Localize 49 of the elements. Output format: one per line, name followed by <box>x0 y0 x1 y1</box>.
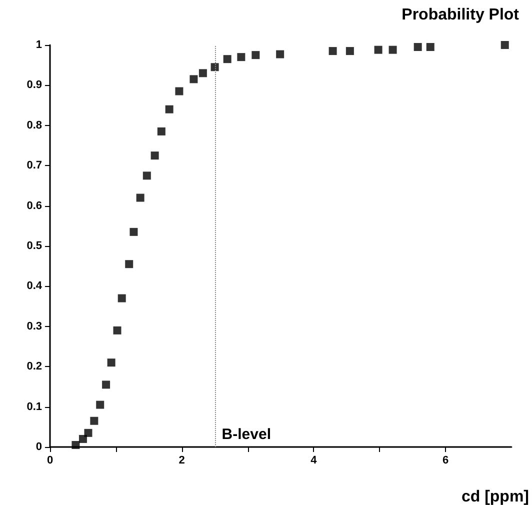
x-axis-title: cd [ppm] <box>461 488 529 505</box>
point <box>107 358 116 367</box>
point <box>198 69 207 78</box>
point <box>157 127 166 136</box>
y-tick-label: 0.6 <box>26 200 42 212</box>
y-tick-label: 0.1 <box>26 400 42 413</box>
y-tick-label: 0.5 <box>26 240 42 252</box>
x-tick-label: 4 <box>310 454 318 466</box>
y-tick-label: 0.8 <box>26 119 42 132</box>
point <box>72 440 80 449</box>
point <box>328 47 337 56</box>
point <box>252 51 260 60</box>
point <box>78 434 87 443</box>
point <box>96 400 104 409</box>
point <box>190 75 198 84</box>
ref-line-label: B-level <box>222 426 272 443</box>
point <box>142 172 151 180</box>
point <box>237 53 246 62</box>
point <box>210 63 219 72</box>
point <box>276 50 284 58</box>
y-tick-label: 0.2 <box>26 360 42 373</box>
point <box>90 416 98 425</box>
point <box>113 326 122 334</box>
point <box>125 260 134 268</box>
y-tick-label: 0 <box>36 441 42 453</box>
x-tick-label: 2 <box>178 454 185 466</box>
point <box>374 46 382 54</box>
point <box>84 428 92 437</box>
point <box>150 152 159 160</box>
point <box>346 47 354 56</box>
y-tick-label: 1 <box>36 39 42 51</box>
point <box>175 87 184 96</box>
x-tick-label: 0 <box>46 454 54 466</box>
point <box>130 228 138 236</box>
point <box>500 41 509 49</box>
y-tick-label: 0.9 <box>26 79 42 92</box>
point <box>118 294 126 302</box>
y-tick-label: 0.7 <box>26 160 42 172</box>
point <box>388 46 397 54</box>
point <box>102 380 110 389</box>
point <box>165 105 174 114</box>
y-tick-label: 0.4 <box>26 280 43 292</box>
point <box>426 43 434 52</box>
point <box>136 194 144 202</box>
point <box>414 43 422 52</box>
y-tick-label: 0.3 <box>26 320 42 332</box>
point <box>223 55 232 64</box>
x-tick-label: 6 <box>442 454 449 466</box>
chart-title: Probability Plot <box>402 6 520 24</box>
